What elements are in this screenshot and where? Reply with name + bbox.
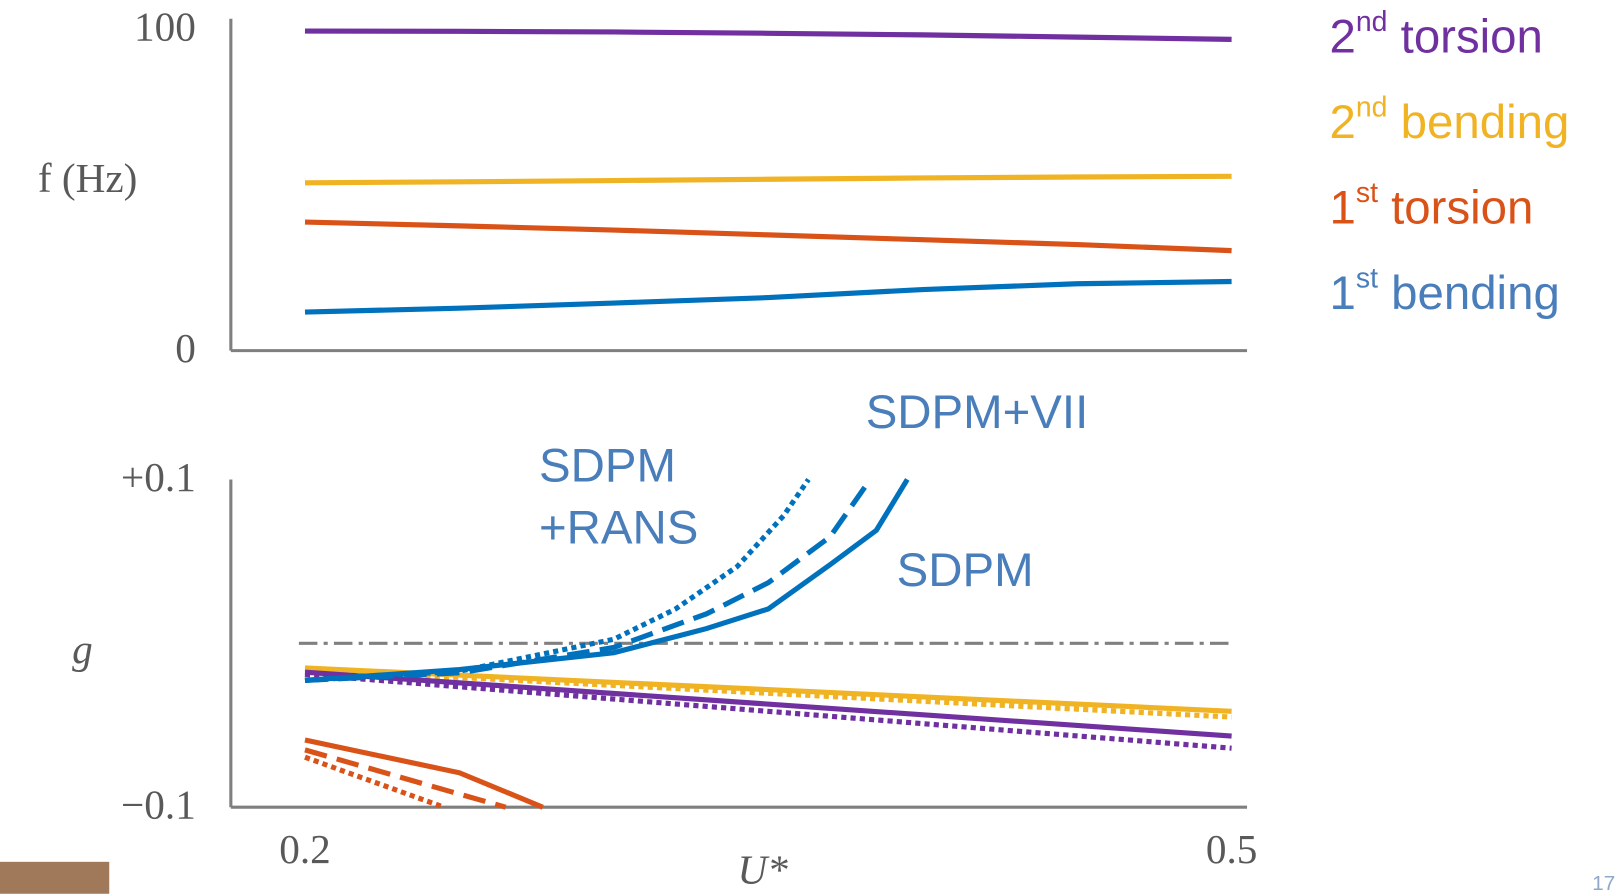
series-line	[304, 754, 445, 810]
annotation: +RANS	[539, 502, 698, 555]
annotation: SDPM	[897, 544, 1034, 597]
legend-entry: 2nd torsion	[1329, 5, 1542, 62]
series-line	[304, 671, 1232, 751]
annotation: SDPM	[539, 440, 676, 493]
y-axis-label: g	[72, 626, 93, 672]
legend-entry: 1st torsion	[1329, 177, 1533, 234]
x-axis-label: U*	[737, 847, 788, 893]
logo	[0, 861, 110, 894]
legend-entry: 2nd bending	[1329, 91, 1569, 148]
series-line	[304, 28, 1232, 42]
series-line	[304, 478, 811, 683]
series-line	[304, 219, 1232, 254]
series-line	[304, 278, 1232, 315]
series-line	[304, 747, 507, 810]
series-line	[304, 173, 1232, 186]
series-line	[304, 477, 873, 683]
page-number: 17	[1592, 872, 1615, 894]
y-tick-label: +0.1	[121, 454, 196, 500]
x-tick-label: 0.5	[1206, 826, 1258, 872]
y-tick-label: −0.1	[121, 782, 196, 828]
y-tick-label: 0	[175, 325, 196, 371]
x-tick-label: 0.2	[279, 826, 331, 872]
series-line	[304, 666, 1232, 720]
series-line	[304, 737, 544, 810]
annotation: SDPM+VII	[866, 386, 1089, 439]
series-line	[304, 669, 1232, 739]
y-tick-label: 100	[134, 4, 196, 50]
y-axis-label: f (Hz)	[38, 155, 138, 202]
legend-entry: 1st bending	[1329, 262, 1559, 319]
